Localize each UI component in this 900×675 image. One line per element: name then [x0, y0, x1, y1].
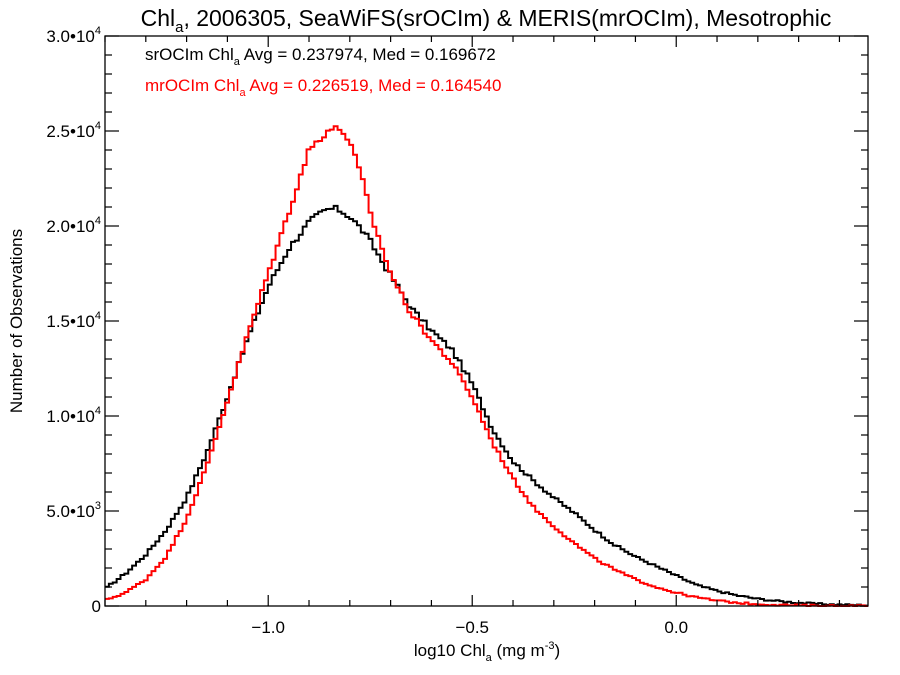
y-tick-label: 2.5•104 [46, 120, 101, 141]
xlabel-sup: -3 [545, 640, 555, 652]
annotation-sr-base: srOCIm Chl [145, 45, 234, 64]
x-axis-ticks: −1.0 −0.5 0.0 [104, 36, 841, 637]
y-tick-label: 5.0•103 [46, 500, 101, 521]
x-tick-label: −1.0 [251, 618, 285, 637]
xlabel-sub: a [486, 652, 493, 664]
series-line-mrOClm [105, 125, 868, 607]
annotation-sr-rest: Avg = 0.237974, Med = 0.169672 [240, 45, 496, 64]
xlabel-unit: (mg m [492, 641, 545, 660]
y-tick-label: 1.0•104 [46, 405, 101, 426]
plot-area: −1.0 −0.5 0.0 0 5.0•103 1.0•104 1.5•104 2.0•10… [46, 25, 869, 637]
title-base: Chl [141, 5, 176, 31]
annotation-mr: mrOCIm Chla Avg = 0.226519, Med = 0.1645… [145, 76, 501, 99]
xlabel-close: ) [554, 641, 560, 660]
title-sub: a [175, 19, 184, 36]
annotation-sr-sub: a [234, 56, 241, 68]
stats-annotations: srOCIm Chla Avg = 0.237974, Med = 0.1696… [145, 45, 501, 99]
x-tick-label: 0.0 [664, 618, 688, 637]
y-tick-label: 0 [92, 597, 101, 616]
annotation-mr-base: mrOCIm Chl [145, 76, 239, 95]
annotation-sr: srOCIm Chla Avg = 0.237974, Med = 0.1696… [145, 45, 496, 68]
annotation-mr-rest: Avg = 0.226519, Med = 0.164540 [246, 76, 502, 95]
y-tick-label: 3.0•104 [46, 25, 101, 46]
title-rest: , 2006305, SeaWiFS(srOCIm) & MERIS(mrOCI… [183, 5, 831, 31]
chart-title: Chla, 2006305, SeaWiFS(srOCIm) & MERIS(m… [141, 5, 832, 36]
y-tick-label: 1.5•104 [46, 310, 101, 331]
plot-frame [104, 35, 869, 607]
series-line-srOClm [105, 204, 868, 607]
y-tick-label: 2.0•104 [46, 215, 101, 236]
annotation-mr-sub: a [239, 87, 246, 99]
y-axis-ticks: 0 5.0•103 1.0•104 1.5•104 2.0•104 2.5•104 3.0•… [46, 25, 868, 616]
x-axis-label: log10 Chla (mg m-3) [414, 640, 560, 664]
x-tick-label: −0.5 [455, 618, 489, 637]
series-layer [105, 125, 868, 607]
y-axis-label: Number of Observations [7, 229, 26, 413]
xlabel-base: log10 Chl [414, 641, 486, 660]
